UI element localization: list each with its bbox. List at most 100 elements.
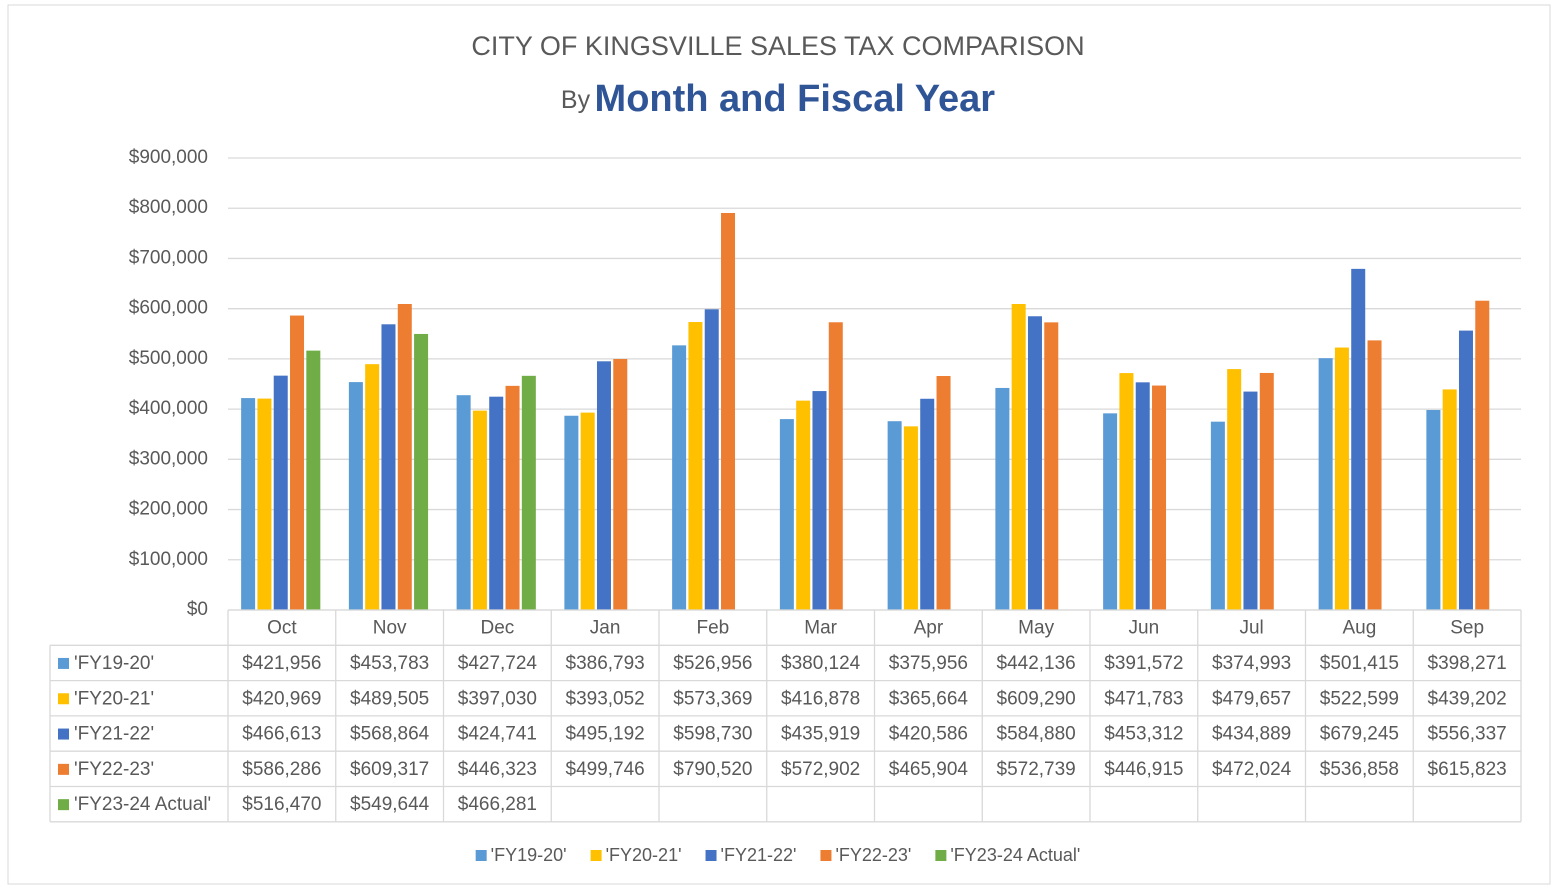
bar	[381, 324, 396, 610]
bar	[779, 419, 794, 610]
bar	[273, 375, 288, 610]
bar	[613, 359, 628, 610]
table-cell: $679,245	[1320, 724, 1399, 745]
bar	[1351, 268, 1366, 610]
legend-label: 'FY23-24 Actual'	[950, 845, 1080, 865]
table-cell: $442,136	[997, 653, 1076, 674]
bar	[688, 322, 703, 610]
table-cell: $479,657	[1212, 688, 1291, 709]
bar	[472, 410, 487, 610]
table-legend-key	[58, 799, 69, 811]
table-cell: $568,864	[350, 724, 430, 745]
x-tick-label: Apr	[914, 618, 944, 639]
y-tick-label: $300,000	[129, 448, 208, 469]
table-cell: $495,192	[566, 724, 645, 745]
bar	[672, 345, 687, 610]
table-series-name: 'FY22-23'	[74, 759, 154, 780]
table-cell: $526,956	[673, 653, 752, 674]
bar	[521, 375, 536, 610]
bar	[456, 395, 471, 610]
x-tick-label: Oct	[267, 618, 297, 639]
y-tick-label: $200,000	[129, 499, 208, 520]
bar	[1475, 300, 1490, 610]
legend-key	[705, 850, 717, 861]
table-cell: $397,030	[458, 688, 537, 709]
table-cell: $572,902	[781, 759, 860, 780]
table-legend-key	[58, 763, 69, 775]
table-cell: $439,202	[1428, 688, 1507, 709]
legend-key	[475, 850, 487, 861]
bar	[920, 398, 935, 610]
table-cell: $471,783	[1104, 688, 1183, 709]
legend-key	[935, 850, 947, 861]
table-cell: $393,052	[566, 688, 645, 709]
bar	[1442, 389, 1457, 610]
table-cell: $556,337	[1428, 724, 1507, 745]
bar	[887, 421, 902, 610]
chart-subtitle: By Month and Fiscal Year	[561, 78, 995, 120]
table-cell: $465,904	[889, 759, 969, 780]
bar	[1210, 421, 1225, 610]
bar	[290, 315, 305, 610]
y-tick-label: $400,000	[129, 398, 208, 419]
y-tick-label: $500,000	[129, 348, 208, 369]
table-cell: $536,858	[1320, 759, 1399, 780]
x-tick-label: Sep	[1450, 618, 1484, 639]
bar	[241, 398, 256, 610]
bar	[796, 400, 811, 610]
bar	[257, 398, 272, 610]
bar	[903, 426, 918, 610]
legend: 'FY19-20' 'FY20-21' 'FY21-22' 'FY22-23' 'FY2…	[475, 845, 1080, 865]
y-tick-label: $100,000	[129, 549, 208, 570]
table-cell: $380,124	[781, 653, 861, 674]
bar	[564, 415, 579, 610]
y-tick-label: $800,000	[129, 197, 208, 218]
bar	[1044, 322, 1059, 610]
x-tick-label: Nov	[373, 618, 407, 639]
bar	[1367, 340, 1382, 610]
chart-title: CITY OF KINGSVILLE SALES TAX COMPARISON	[471, 31, 1084, 61]
table-cell: $609,317	[350, 759, 429, 780]
bar	[489, 396, 504, 610]
table-cell: $615,823	[1428, 759, 1507, 780]
table-series-name: 'FY23-24 Actual'	[74, 794, 211, 815]
x-tick-label: Jun	[1129, 618, 1160, 639]
bar	[995, 387, 1010, 610]
bar	[1027, 316, 1042, 610]
bar	[397, 303, 412, 610]
bar	[1426, 409, 1441, 610]
bar	[580, 412, 595, 610]
bar	[306, 350, 321, 610]
y-tick-label: $600,000	[129, 298, 208, 319]
table-cell: $472,024	[1212, 759, 1292, 780]
table-cell: $598,730	[673, 724, 752, 745]
x-tick-label: Aug	[1342, 618, 1376, 639]
table-cell: $586,286	[242, 759, 321, 780]
x-tick-label: May	[1018, 618, 1054, 639]
bar	[1011, 304, 1026, 610]
table-cell: $573,369	[673, 688, 752, 709]
table-series-name: 'FY21-22'	[74, 724, 154, 745]
bar	[1259, 372, 1274, 610]
x-tick-label: Dec	[480, 618, 514, 639]
table-cell: $522,599	[1320, 688, 1399, 709]
bar	[596, 361, 611, 610]
bar	[721, 212, 736, 611]
subtitle-text: Month and Fiscal Year	[595, 78, 996, 120]
bar	[1119, 373, 1134, 610]
bar	[1318, 358, 1333, 610]
table-cell: $375,956	[889, 653, 968, 674]
bar	[1458, 330, 1473, 610]
table-cell: $501,415	[1320, 653, 1399, 674]
table-cell: $398,271	[1428, 653, 1507, 674]
legend-label: 'FY21-22'	[721, 845, 797, 865]
table-series-name: 'FY19-20'	[74, 653, 154, 674]
table-cell: $499,746	[566, 759, 645, 780]
bar	[505, 385, 520, 610]
bar	[1135, 382, 1150, 610]
table-cell: $572,739	[997, 759, 1076, 780]
legend-label: 'FY20-21'	[606, 845, 682, 865]
bar	[1103, 413, 1118, 610]
table-legend-key	[58, 728, 69, 740]
table-cell: $516,470	[242, 794, 321, 815]
